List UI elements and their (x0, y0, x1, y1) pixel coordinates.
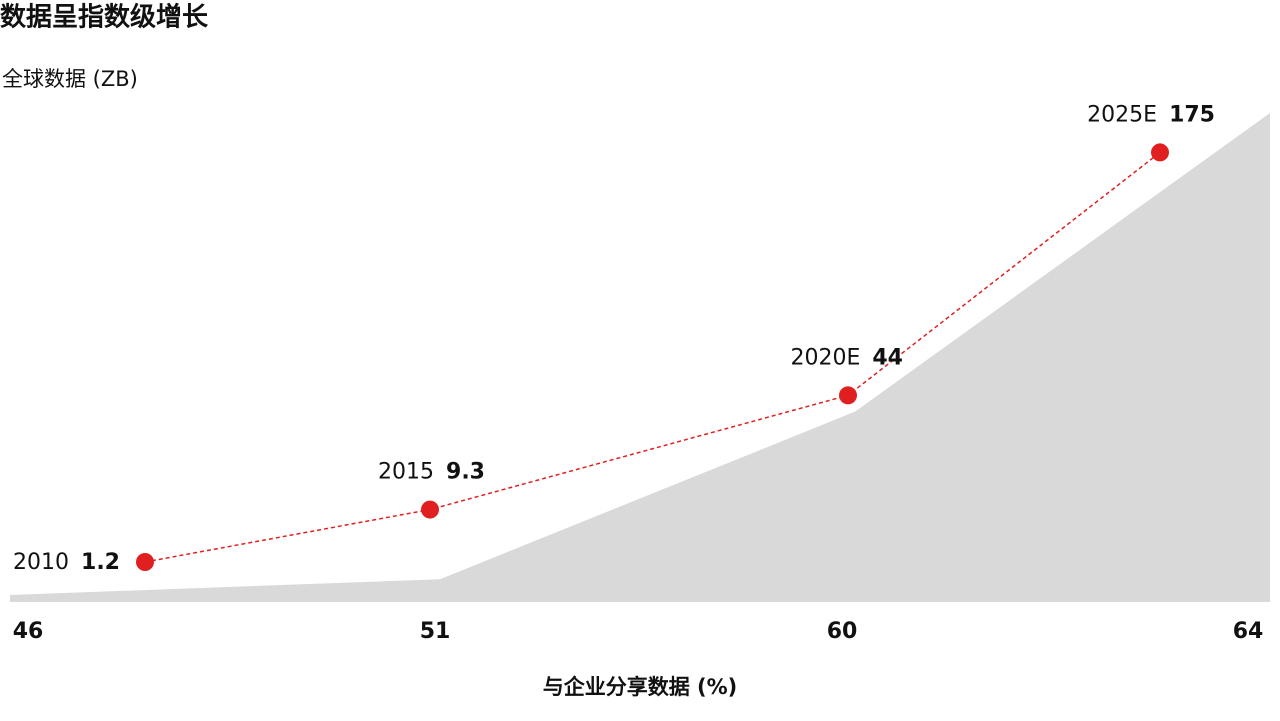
value-label: 1.2 (81, 550, 120, 575)
x-tick-label: 46 (13, 619, 44, 644)
value-label: 175 (1169, 102, 1215, 127)
value-label: 44 (872, 345, 903, 370)
chart-title: 数据呈指数级增长 (0, 2, 209, 33)
x-axis-label: 与企业分享数据 (%) (543, 675, 738, 699)
data-point (839, 386, 857, 405)
chart-subtitle: 全球数据 (ZB) (2, 67, 138, 91)
point-label: 2015 9.3 (378, 460, 485, 485)
data-point (136, 553, 154, 572)
year-label: 2015 (378, 460, 434, 485)
x-tick-label: 51 (420, 619, 451, 644)
point-label: 2010 1.2 (13, 550, 120, 575)
data-point (421, 500, 439, 519)
year-label: 2010 (13, 550, 69, 575)
year-label: 2020E (790, 345, 860, 370)
year-label: 2025E (1087, 102, 1157, 127)
data-point (1151, 143, 1169, 162)
share-area (10, 113, 1270, 602)
point-label: 2020E 44 (790, 345, 903, 370)
x-tick-label: 64 (1233, 619, 1264, 644)
point-label: 2025E 175 (1087, 102, 1215, 127)
x-tick-label: 60 (827, 619, 858, 644)
value-label: 9.3 (446, 460, 485, 485)
data-line (144, 151, 1161, 563)
